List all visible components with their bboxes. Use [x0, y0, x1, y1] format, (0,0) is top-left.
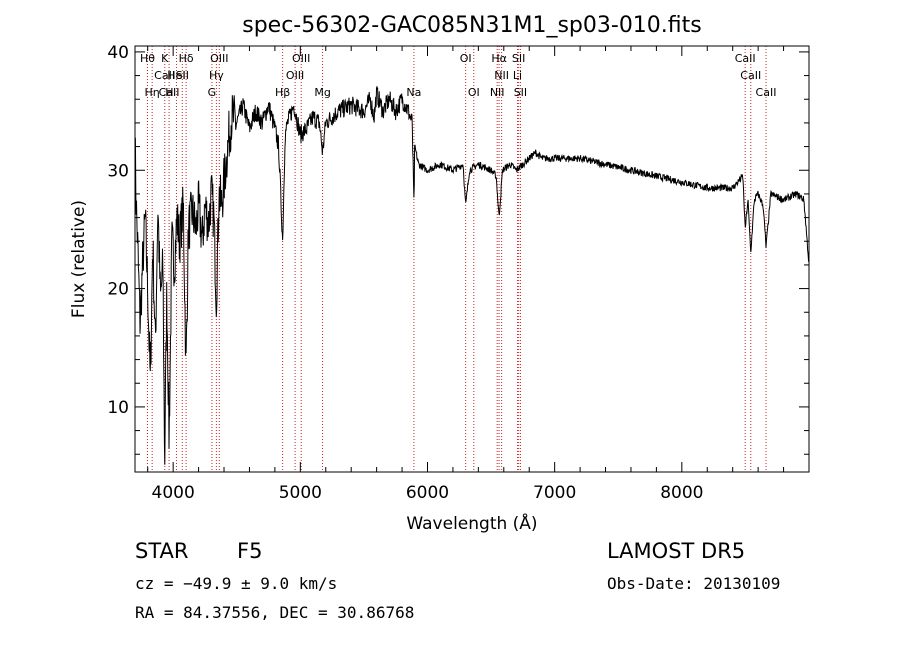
- line-marker-label: Hα: [491, 52, 507, 65]
- line-marker-label: Mg: [314, 86, 330, 99]
- line-marker-label: Hθ: [140, 52, 155, 65]
- chart-title: spec-56302-GAC085N31M1_sp03-010.fits: [242, 13, 702, 38]
- line-marker-label: OI: [468, 86, 480, 99]
- x-tick-label: 7000: [533, 483, 576, 503]
- line-marker-label: G: [208, 86, 217, 99]
- y-tick-label: 10: [107, 398, 129, 418]
- line-marker-label: HeI: [167, 69, 185, 82]
- spectrum-line: [134, 86, 810, 465]
- survey-name: LAMOST DR5: [607, 539, 746, 563]
- x-tick-label: 6000: [406, 483, 449, 503]
- line-marker-label: SII: [514, 86, 527, 99]
- line-marker-label: Hδ: [179, 52, 194, 65]
- object-subclass: F5: [237, 539, 263, 563]
- line-marker-label: CaII: [735, 52, 756, 65]
- plot-frame: [134, 45, 810, 473]
- line-marker-label: OIII: [286, 69, 304, 82]
- line-marker-label: OIII: [210, 52, 228, 65]
- axes: 4000 5000 6000 7000 8000 10 20 30 40: [107, 43, 809, 503]
- spectral-line-markers: [146, 46, 767, 472]
- y-tick-label: 20: [107, 280, 129, 300]
- line-marker-label: Li: [513, 69, 522, 82]
- y-tick-label: 40: [107, 43, 129, 63]
- line-marker-label: Hη: [145, 86, 160, 99]
- line-marker-label: Hβ: [275, 86, 290, 99]
- line-marker-label: CaII: [159, 86, 180, 99]
- line-marker-label: K: [161, 52, 169, 65]
- coordinates: RA = 84.37556, DEC = 30.86768: [135, 603, 415, 622]
- line-marker-label: OIII: [292, 52, 310, 65]
- line-marker-label: CaII: [756, 86, 777, 99]
- x-tick-label: 4000: [152, 483, 195, 503]
- line-marker-label: SII: [176, 69, 189, 82]
- line-marker-label: SII: [512, 52, 525, 65]
- line-marker-label: CaII: [154, 69, 175, 82]
- line-marker-label: OI: [460, 52, 472, 65]
- radial-velocity: cz = −49.9 ± 9.0 km/s: [135, 574, 338, 593]
- line-marker-label: Hγ: [209, 69, 224, 82]
- line-marker-label: H: [165, 86, 173, 99]
- object-class: STAR: [135, 539, 189, 563]
- line-marker-label: NII: [490, 86, 505, 99]
- y-tick-label: 30: [107, 161, 129, 181]
- y-axis-label: Flux (relative): [69, 200, 89, 318]
- obs-date: Obs-Date: 20130109: [607, 574, 781, 593]
- line-marker-label: CaII: [740, 69, 761, 82]
- x-tick-label: 5000: [279, 483, 322, 503]
- x-tick-label: 8000: [660, 483, 703, 503]
- x-axis-label: Wavelength (Å): [406, 512, 537, 534]
- line-marker-label: NII: [494, 69, 509, 82]
- line-marker-label: Na: [406, 86, 421, 99]
